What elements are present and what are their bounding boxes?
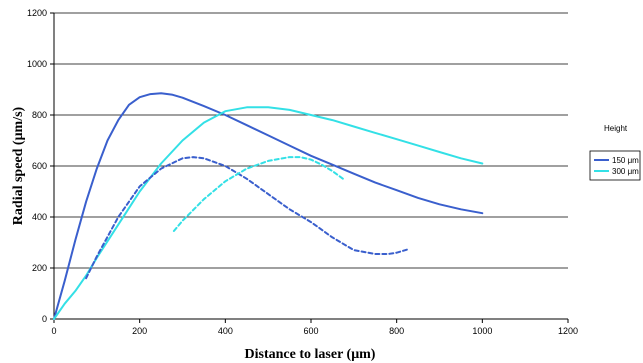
x-tick-label: 400 bbox=[218, 326, 233, 336]
x-tick-label: 1000 bbox=[472, 326, 492, 336]
y-tick-label: 200 bbox=[32, 263, 47, 273]
y-axis-title: Radial speed (μm/s) bbox=[11, 106, 26, 225]
y-tick-labels: 0 200 400 600 800 1000 1200 bbox=[27, 8, 47, 324]
x-tick-label: 0 bbox=[51, 326, 56, 336]
series-lines bbox=[53, 92, 484, 320]
x-tick-label: 800 bbox=[389, 326, 404, 336]
x-axis-title: Distance to laser (μm) bbox=[245, 347, 376, 362]
y-tick-label: 1000 bbox=[27, 59, 47, 69]
legend-title: Height bbox=[604, 124, 628, 133]
legend-entries: 150 μm 300 μm bbox=[594, 156, 639, 176]
legend-box bbox=[589, 150, 641, 181]
y-tick-label: 400 bbox=[32, 212, 47, 222]
legend-label: 300 μm bbox=[612, 167, 639, 176]
legend: Height 150 μm 300 μm bbox=[589, 124, 641, 181]
x-tick-label: 1200 bbox=[558, 326, 578, 336]
series-line-4-dashed bbox=[172, 156, 345, 232]
x-tick-label: 600 bbox=[303, 326, 318, 336]
y-tick-label: 600 bbox=[32, 161, 47, 171]
y-tick-label: 800 bbox=[32, 110, 47, 120]
series-line-1 bbox=[53, 92, 484, 320]
axes bbox=[50, 12, 569, 323]
x-tick-label: 200 bbox=[132, 326, 147, 336]
y-tick-label: 1200 bbox=[27, 8, 47, 18]
legend-label: 150 μm bbox=[612, 156, 639, 165]
x-tick-labels: 0 200 400 600 800 1000 1200 bbox=[51, 326, 578, 336]
series-line-3-dashed bbox=[85, 156, 411, 280]
series-line-2 bbox=[53, 106, 484, 320]
y-tick-label: 0 bbox=[42, 314, 47, 324]
grid-lines bbox=[54, 12, 568, 269]
